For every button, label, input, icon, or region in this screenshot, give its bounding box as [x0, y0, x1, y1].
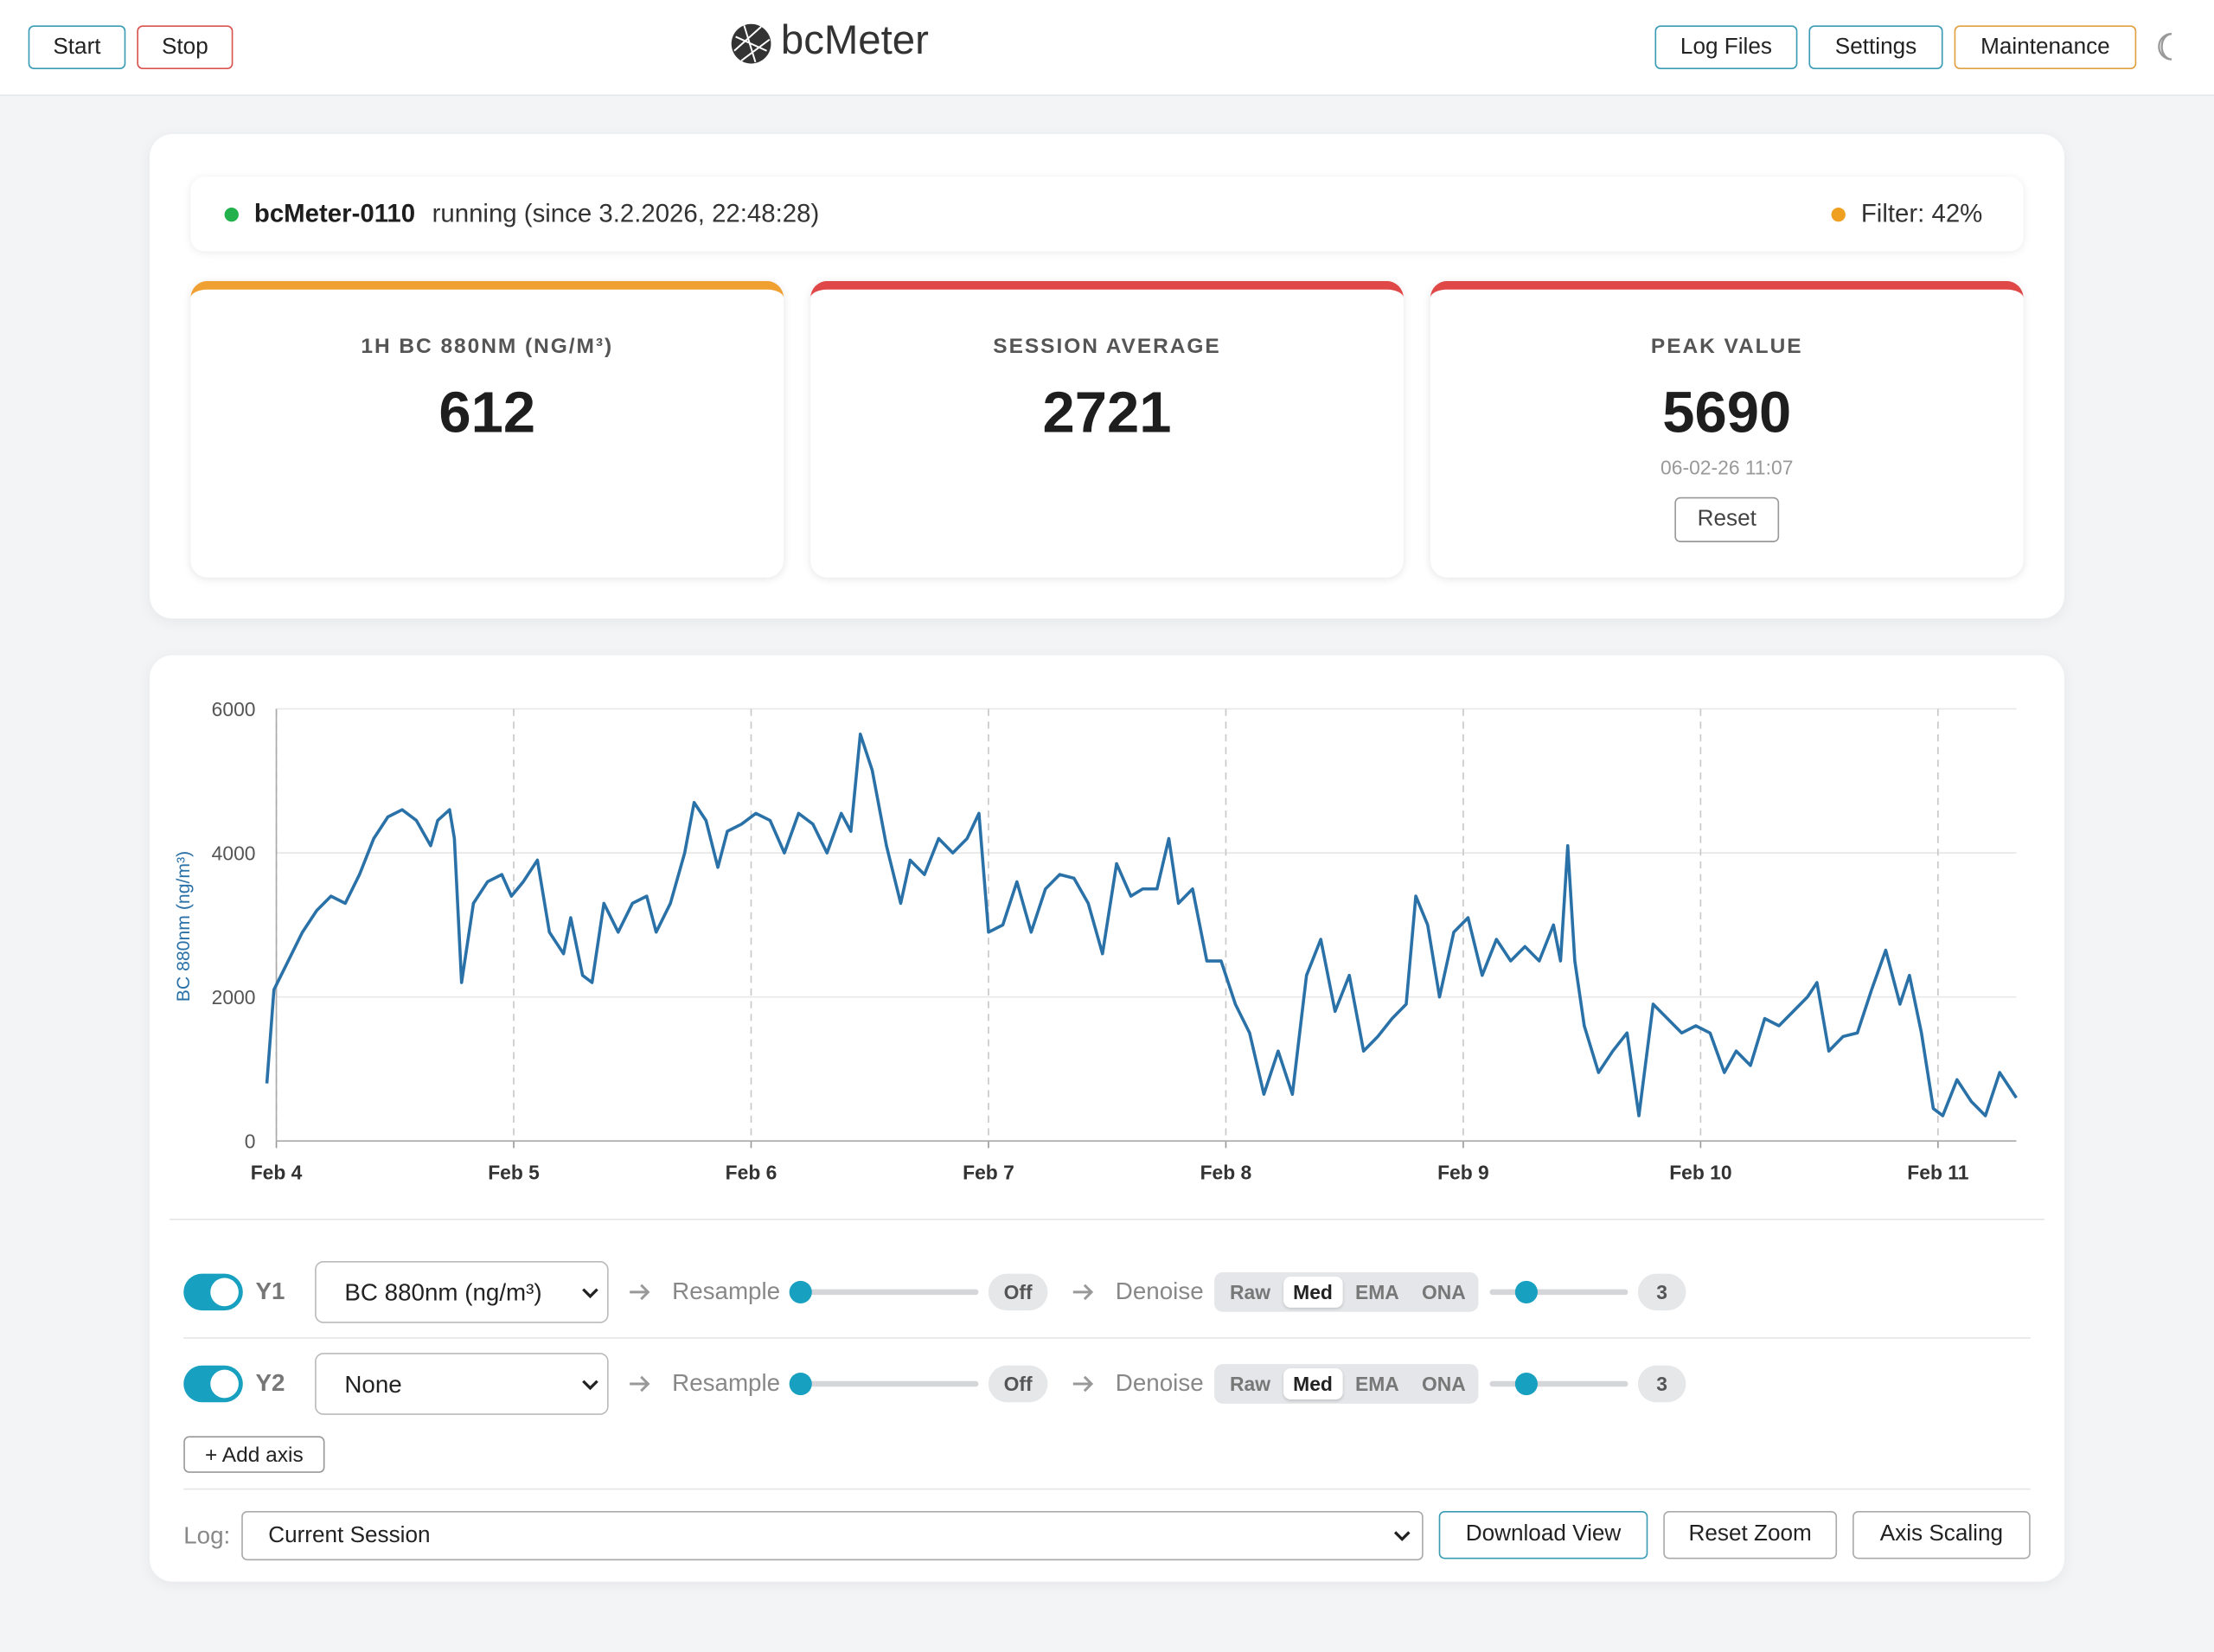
x-tick-label: Feb 6	[726, 1161, 777, 1183]
metric-card: SESSION AVERAGE 2721	[810, 280, 1404, 578]
settings-button[interactable]: Settings	[1808, 25, 1943, 70]
toggle-knob	[210, 1277, 239, 1307]
metric-value: 2721	[1042, 380, 1172, 445]
chevron	[582, 1380, 598, 1391]
separator	[169, 1218, 2045, 1220]
y-tick-label: 6000	[212, 698, 256, 720]
y-tick-label: 4000	[212, 842, 256, 864]
slider-track[interactable]	[1489, 1289, 1629, 1296]
resample-label: Resample	[672, 1277, 781, 1305]
metric-card: 1H BC 880NM (NG/M³) 612	[190, 280, 784, 578]
status-bar	[190, 176, 2024, 252]
metric-label: SESSION AVERAGE	[993, 334, 1221, 359]
filter-dot	[1831, 208, 1846, 222]
denoise-mode[interactable]: Med	[1283, 1368, 1343, 1399]
slider-track[interactable]	[800, 1380, 979, 1387]
x-tick-label: Feb 9	[1437, 1161, 1489, 1183]
start-button[interactable]: Start	[28, 25, 126, 70]
resample-value: Off	[988, 1273, 1048, 1311]
log-label: Log:	[183, 1522, 231, 1550]
slider-track[interactable]	[1489, 1380, 1629, 1387]
stop-button[interactable]: Stop	[137, 25, 234, 70]
brand: bcMeter	[780, 18, 929, 64]
slider-knob[interactable]	[789, 1372, 812, 1396]
axis-select-text: BC 880nm (ng/m³)	[344, 1279, 542, 1307]
metric-card: PEAK VALUE 5690 06-02-26 11:07 Reset	[1430, 280, 2024, 578]
x-tick-label: Feb 7	[963, 1161, 1014, 1183]
separator	[183, 1337, 2031, 1339]
denoise-mode[interactable]: EMA	[1355, 1372, 1399, 1396]
metric-label: 1H BC 880NM (NG/M³)	[361, 334, 614, 359]
slider-track[interactable]	[800, 1289, 979, 1296]
device-state: running (since 3.2.2026, 22:48:28)	[432, 199, 820, 227]
denoise-mode[interactable]: Med	[1283, 1276, 1343, 1308]
x-tick-label: Feb 11	[1907, 1161, 1968, 1183]
peak-timestamp: 06-02-26 11:07	[1660, 456, 1794, 479]
download-view-button[interactable]: Download View	[1438, 1510, 1648, 1559]
theme-toggle[interactable]	[2154, 31, 2179, 62]
y-tick-label: 0	[245, 1130, 256, 1152]
denoise-value: 3	[1637, 1365, 1686, 1403]
denoise-modes: Raw Med EMA ONA	[1214, 1272, 1479, 1312]
axis-select[interactable]: None	[315, 1353, 609, 1415]
x-tick-label: Feb 8	[1200, 1161, 1252, 1183]
chart: BC 880nm (ng/m³) 0 2000 4000 6000 Feb 4 Feb 5…	[174, 698, 2018, 1183]
axis-label: Y1	[255, 1277, 285, 1305]
axis-label: Y2	[255, 1369, 285, 1397]
denoise-mode[interactable]: Raw	[1230, 1372, 1271, 1396]
denoise-mode[interactable]: Raw	[1230, 1280, 1271, 1303]
arrow-icon	[1072, 1284, 1094, 1301]
denoise-label: Denoise	[1115, 1277, 1204, 1305]
x-tick-label: Feb 10	[1669, 1161, 1731, 1183]
toggle[interactable]	[183, 1273, 243, 1311]
arrow-icon	[630, 1284, 650, 1301]
add-axis-button[interactable]: + Add axis	[183, 1436, 325, 1473]
axis-select-text: None	[344, 1371, 402, 1399]
slider-knob[interactable]	[789, 1280, 812, 1303]
chart-card	[150, 655, 2064, 1582]
axis-scaling-button[interactable]: Axis Scaling	[1852, 1510, 2031, 1559]
slider-knob[interactable]	[1514, 1280, 1538, 1303]
arrow-icon	[1072, 1375, 1094, 1393]
arrow-icon	[630, 1375, 650, 1393]
log-files-button[interactable]: Log Files	[1654, 25, 1798, 70]
log-select[interactable]: Current Session	[241, 1510, 1424, 1561]
maintenance-button[interactable]: Maintenance	[1954, 25, 2137, 70]
toggle[interactable]	[183, 1365, 243, 1403]
denoise-mode[interactable]: ONA	[1421, 1372, 1466, 1396]
chevron	[582, 1288, 598, 1299]
chevron	[1393, 1531, 1411, 1541]
axis-select[interactable]: BC 880nm (ng/m³)	[315, 1260, 609, 1323]
metric-label: PEAK VALUE	[1650, 334, 1803, 359]
y-tick-label: 2000	[212, 986, 256, 1008]
denoise-value: 3	[1637, 1273, 1686, 1311]
reset-button[interactable]: Reset	[1674, 496, 1780, 542]
data-line	[265, 733, 2018, 1117]
denoise-modes: Raw Med EMA ONA	[1214, 1364, 1479, 1404]
y-axis-label: BC 880nm (ng/m³)	[174, 851, 194, 1002]
denoise-label: Denoise	[1115, 1369, 1204, 1397]
toggle-knob	[210, 1369, 239, 1399]
denoise-mode[interactable]: EMA	[1355, 1280, 1399, 1303]
x-tick-label: Feb 5	[488, 1161, 540, 1183]
status-dot	[224, 208, 239, 222]
resample-value: Off	[988, 1365, 1048, 1403]
filter-status: Filter: 42%	[1860, 199, 1983, 227]
metric-value: 612	[438, 380, 536, 445]
separator	[183, 1488, 2031, 1490]
log-select-text: Current Session	[268, 1523, 431, 1548]
logo-icon	[731, 23, 771, 64]
slider-knob[interactable]	[1514, 1372, 1538, 1396]
x-tick-label: Feb 4	[251, 1161, 303, 1183]
reset-zoom-button[interactable]: Reset Zoom	[1663, 1510, 1838, 1559]
denoise-mode[interactable]: ONA	[1421, 1280, 1466, 1303]
resample-label: Resample	[672, 1369, 781, 1397]
metric-value: 5690	[1662, 380, 1792, 445]
device-name: bcMeter-0110	[253, 199, 416, 227]
